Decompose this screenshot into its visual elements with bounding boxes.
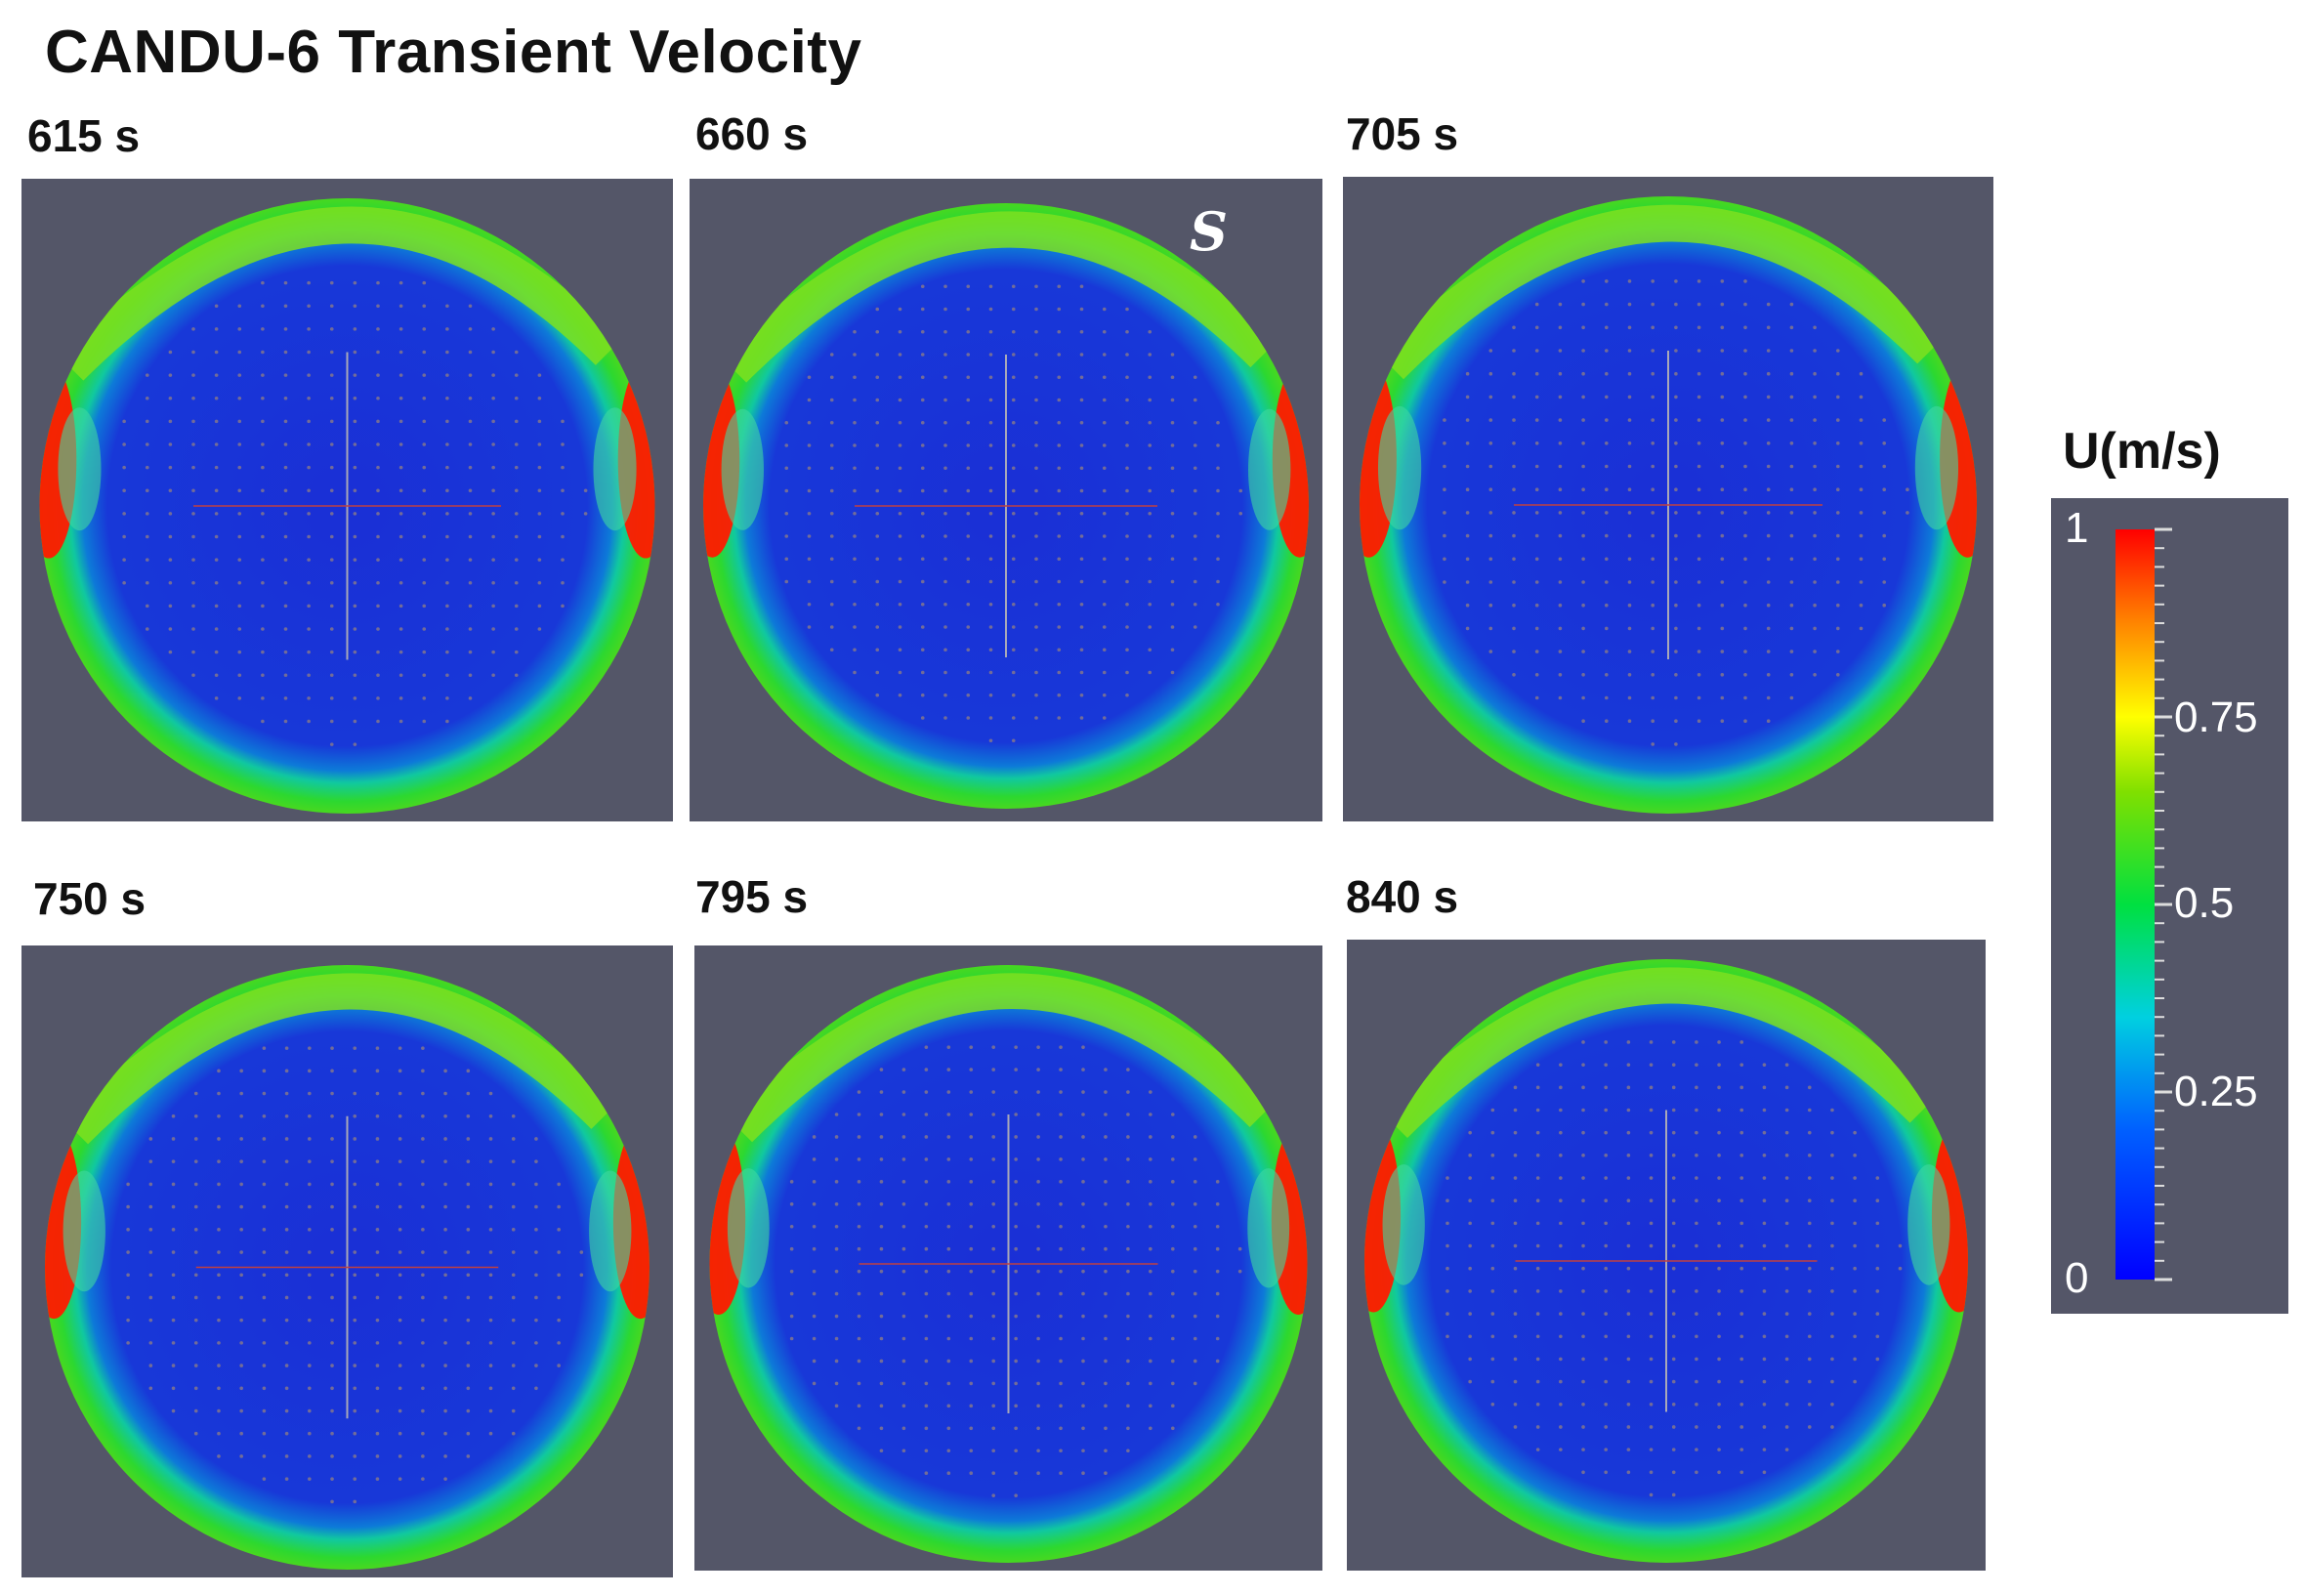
velocity-panel-615 — [21, 179, 673, 821]
colorbar-tick-1: 1 — [2065, 504, 2089, 552]
colorbar-title: U(m/s) — [2063, 423, 2221, 480]
velocity-panel-840 — [1347, 940, 1986, 1571]
time-label-705: 705 s — [1346, 108, 1459, 159]
time-label-660: 660 s — [695, 108, 809, 159]
colorbar — [2051, 498, 2288, 1314]
colorbar-tick-05: 0.5 — [2174, 879, 2235, 927]
colorbar-tick-025: 0.25 — [2174, 1068, 2258, 1115]
velocity-panel-795 — [694, 945, 1322, 1571]
velocity-field — [39, 198, 655, 814]
colorbar-minor-ticks — [2155, 527, 2172, 1281]
figure-title: CANDU-6 Transient Velocity — [45, 19, 862, 86]
time-label-795: 795 s — [695, 871, 809, 922]
annotation-s: S — [1190, 200, 1228, 263]
velocity-field — [1364, 959, 1968, 1563]
colorbar-tick-075: 0.75 — [2174, 693, 2258, 741]
velocity-field — [45, 965, 649, 1570]
velocity-panel-660 — [690, 179, 1322, 821]
colorbar-graphic — [2115, 527, 2172, 1281]
velocity-field — [1360, 196, 1977, 814]
time-label-840: 840 s — [1346, 871, 1459, 922]
velocity-panel-750 — [21, 945, 673, 1577]
colorbar-gradient — [2115, 529, 2155, 1280]
time-label-615: 615 s — [27, 110, 141, 161]
velocity-field — [709, 965, 1308, 1563]
colorbar-tick-0: 0 — [2065, 1254, 2089, 1302]
velocity-field — [703, 203, 1309, 809]
time-label-750: 750 s — [33, 873, 147, 924]
velocity-panel-705 — [1343, 177, 1993, 821]
